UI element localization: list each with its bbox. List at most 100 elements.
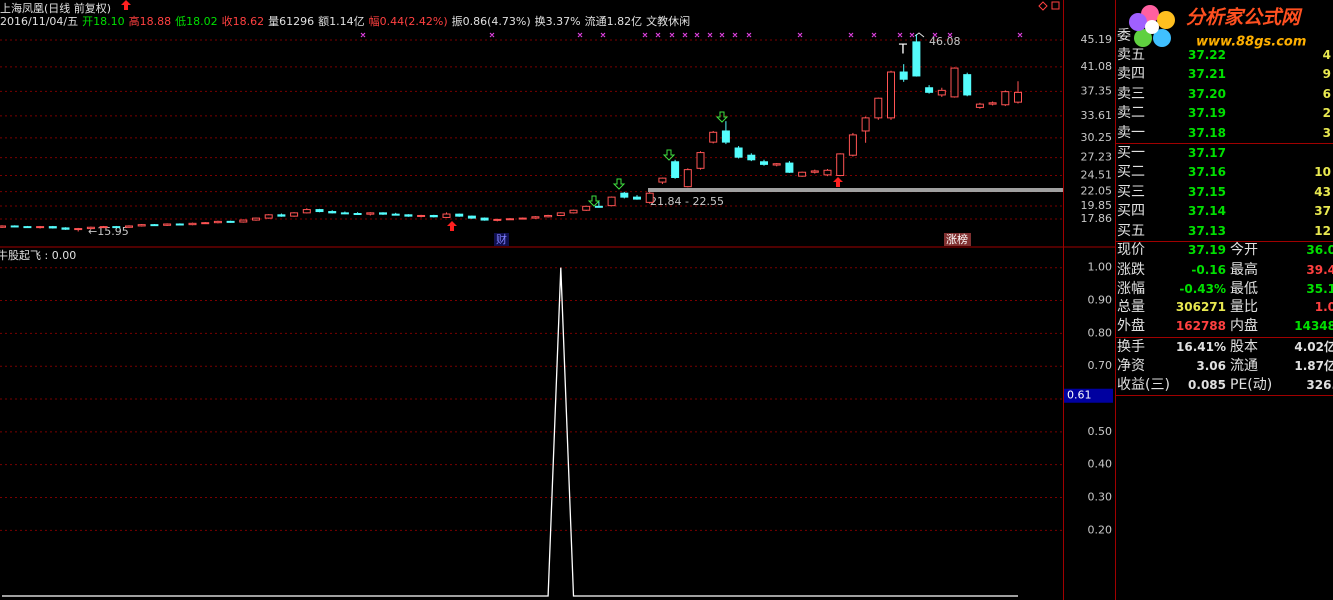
- candles: [0, 34, 1022, 232]
- quote-label: 内盘: [1230, 318, 1258, 334]
- book-volume: 2: [1322, 106, 1331, 121]
- candle-body: [61, 227, 70, 230]
- quote-label: 量比: [1230, 299, 1258, 315]
- candle-body: [899, 71, 908, 80]
- book-price: 37.20: [1188, 86, 1226, 101]
- book-price: 37.15: [1188, 184, 1226, 199]
- quote-value: -0.43%: [1179, 282, 1226, 296]
- y-tick-label: 0.90: [1088, 294, 1113, 307]
- quote-field: 2016/11/04/五: [0, 15, 79, 28]
- quote-field: 换3.37%: [534, 15, 581, 28]
- candle-body: [493, 218, 502, 221]
- candle-body: [417, 214, 426, 217]
- quote-label: 现价: [1117, 242, 1145, 258]
- candle-body: [48, 226, 57, 229]
- candle-body: [150, 224, 159, 227]
- indicator-title: 牛股起飞 : 0.00: [0, 248, 76, 262]
- candle-body: [874, 97, 883, 119]
- quote-label: 最高: [1230, 262, 1258, 278]
- candle-body: [582, 205, 591, 211]
- candle-body: [0, 225, 6, 228]
- y-tick-label: 0.70: [1088, 359, 1113, 372]
- quote-label: 净资: [1117, 358, 1145, 374]
- quote-field: 量61296: [268, 15, 315, 28]
- finance-label: 财: [496, 232, 507, 246]
- book-label: 卖二: [1117, 105, 1145, 122]
- candle-body: [23, 226, 32, 229]
- candle-body: [810, 170, 819, 173]
- y-tick-label: 33.61: [1081, 109, 1113, 122]
- y-tick-label: 0.50: [1088, 425, 1113, 438]
- candle-body: [86, 226, 95, 230]
- candle-body: [506, 218, 514, 221]
- candle-body: [99, 226, 108, 229]
- y-tick-label: 0.80: [1088, 326, 1113, 339]
- quote-label: 股本: [1230, 339, 1258, 355]
- y-tick-label: 30.25: [1081, 131, 1113, 144]
- candle-body: [213, 220, 222, 224]
- book-volume: 12: [1314, 223, 1331, 238]
- candle-body: [315, 209, 324, 213]
- book-volume: 9: [1322, 67, 1331, 82]
- candle-body: [925, 87, 934, 93]
- quote-label: 外盘: [1117, 318, 1145, 334]
- window-icons[interactable]: [1038, 1, 1060, 11]
- quote-field: 幅0.44(2.42%): [368, 15, 448, 28]
- quote-value: 16.41%: [1176, 340, 1226, 354]
- candle-body: [696, 152, 705, 169]
- candle-body: [760, 161, 768, 165]
- candle-body: [277, 214, 286, 217]
- book-volume: 6: [1322, 86, 1331, 101]
- candle-body: [836, 153, 845, 177]
- quote-label: PE(动): [1230, 377, 1273, 393]
- book-volume: 37: [1314, 204, 1331, 219]
- book-label: 卖五: [1117, 47, 1145, 63]
- y-tick-label: 0.20: [1088, 523, 1113, 536]
- quote-label: 最低: [1230, 281, 1258, 297]
- candle-body: [912, 41, 921, 77]
- candle-body: [442, 213, 451, 218]
- y-tick-label: 41.08: [1081, 60, 1113, 73]
- quote-value: 306271: [1175, 300, 1226, 314]
- book-volume: 4: [1322, 48, 1331, 62]
- y-tick-label: 27.23: [1081, 151, 1113, 164]
- quote-label: 涨跌: [1117, 262, 1145, 278]
- candle-body: [721, 130, 730, 143]
- candle-body: [252, 217, 260, 221]
- candle-body: [569, 209, 578, 214]
- quote-value: 35.1: [1306, 282, 1333, 296]
- quote-value: 39.4: [1306, 263, 1333, 277]
- candle-body: [556, 212, 565, 216]
- candle-body: [620, 192, 629, 198]
- quote-value: 37.19: [1188, 243, 1226, 257]
- candle-body: [531, 216, 540, 219]
- y-tick-label: 22.05: [1081, 185, 1113, 198]
- candle-body: [607, 196, 616, 207]
- quote-value: 0.085: [1188, 378, 1226, 392]
- candle-body: [975, 103, 984, 108]
- candle-body: [36, 226, 45, 229]
- candle-body: [594, 205, 603, 208]
- signal-label: T: [898, 43, 907, 58]
- quote-field: 额1.14亿: [318, 15, 365, 28]
- logo-name: 分析家公式网: [1186, 7, 1303, 29]
- quote-value: 14348: [1294, 319, 1333, 333]
- candle-body: [137, 224, 146, 227]
- quote-value: 3.06: [1196, 359, 1226, 373]
- candle-body: [658, 177, 667, 183]
- candle-body: [963, 74, 972, 96]
- candle-body: [671, 161, 680, 178]
- candle-body: [734, 147, 743, 158]
- book-price: 37.14: [1188, 204, 1226, 219]
- y-tick-label: 45.19: [1081, 33, 1113, 46]
- book-price: 37.19: [1188, 106, 1226, 121]
- candle-body: [633, 196, 641, 200]
- candle-body: [455, 213, 464, 217]
- candle-body: [74, 228, 83, 231]
- y-tick-label: 1.00: [1088, 261, 1113, 274]
- candle-body: [772, 163, 781, 166]
- book-label: 买四: [1117, 203, 1145, 220]
- book-label: 买二: [1117, 164, 1145, 181]
- cursor-label: 0.61: [1067, 389, 1092, 402]
